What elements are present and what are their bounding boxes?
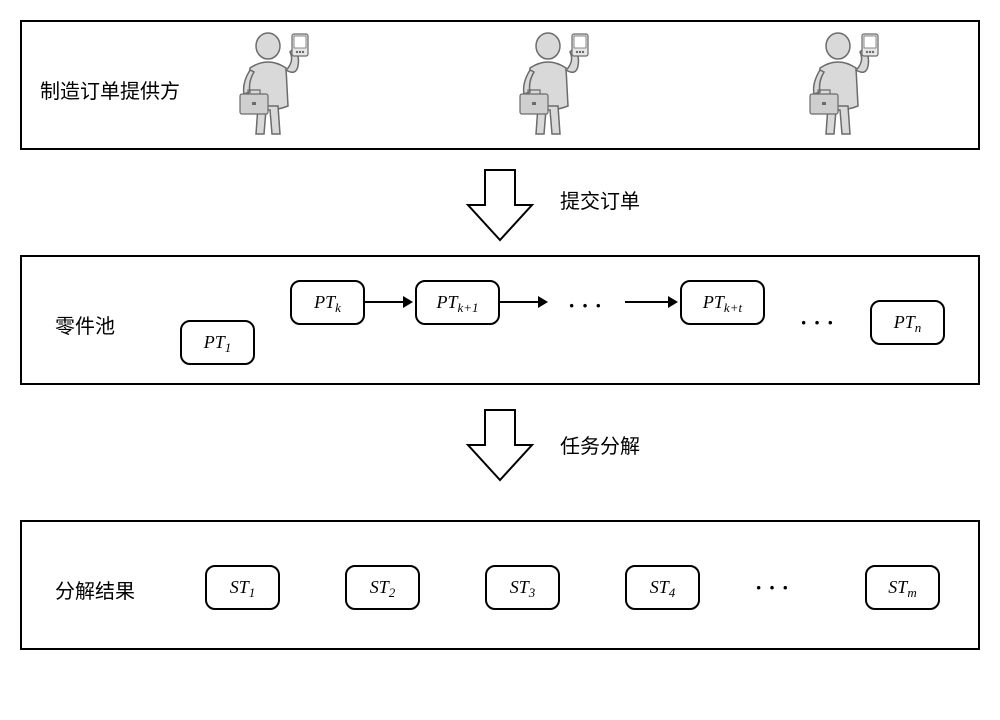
flow-arrow-icon — [625, 294, 680, 315]
parts-pool-node: PT1 — [180, 320, 255, 365]
parts-pool-node: PTk — [290, 280, 365, 325]
flow-arrow-icon — [365, 294, 415, 315]
parts-pool-node: PTk+1 — [415, 280, 500, 325]
flow-arrow-icon — [500, 294, 550, 315]
results-label: 分解结果 — [55, 575, 135, 604]
big-arrow-decompose — [460, 405, 540, 490]
parts-pool-label: 零件池 — [55, 310, 115, 339]
results-node: STm — [865, 565, 940, 610]
ellipsis-icon: ··· — [568, 293, 608, 319]
provider-person-icon — [510, 28, 600, 138]
results-node: ST1 — [205, 565, 280, 610]
ellipsis-icon: ··· — [755, 575, 795, 601]
results-node: ST2 — [345, 565, 420, 610]
results-node: ST3 — [485, 565, 560, 610]
provider-person-icon — [800, 28, 890, 138]
provider-person-icon — [230, 28, 320, 138]
results-node: ST4 — [625, 565, 700, 610]
parts-pool-node: PTn — [870, 300, 945, 345]
big-arrow-decompose-label: 任务分解 — [560, 430, 640, 459]
providers-label: 制造订单提供方 — [40, 75, 180, 104]
big-arrow-submit-label: 提交订单 — [560, 185, 640, 214]
big-arrow-submit — [460, 165, 540, 250]
parts-pool-node: PTk+t — [680, 280, 765, 325]
ellipsis-icon: ··· — [800, 310, 840, 336]
